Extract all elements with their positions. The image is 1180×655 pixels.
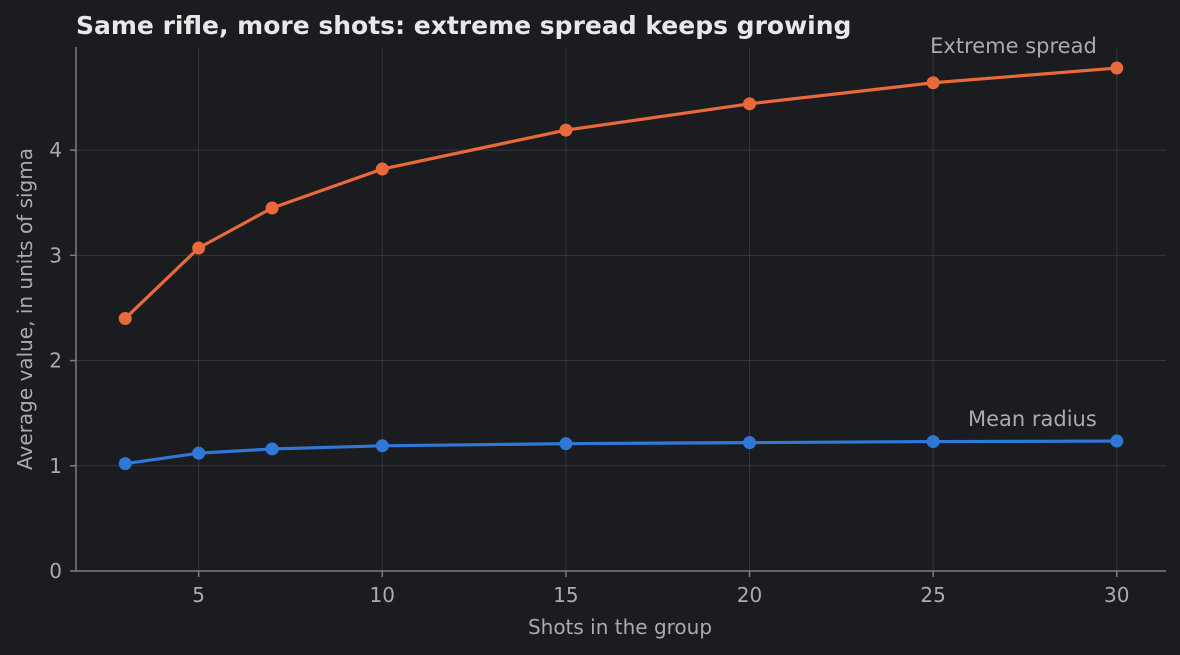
- y-tick-label: 0: [49, 559, 62, 583]
- y-axis-label: Average value, in units of sigma: [13, 148, 37, 470]
- extreme-spread-point: [1110, 61, 1124, 75]
- mean-radius-point: [926, 435, 940, 449]
- series-labels: Extreme spread Mean radius: [930, 34, 1097, 431]
- grid: [76, 47, 1166, 571]
- mean-radius-point: [192, 446, 206, 460]
- extreme-spread-point: [265, 201, 279, 215]
- extreme-spread-point: [743, 97, 757, 111]
- mean-radius-point: [265, 442, 279, 456]
- axes: [75, 47, 1166, 572]
- y-tick-label: 4: [49, 138, 62, 162]
- x-tick-label: 10: [370, 583, 395, 607]
- extreme-spread-point: [192, 241, 206, 255]
- series: [118, 61, 1124, 471]
- y-tick-label: 3: [49, 243, 62, 267]
- mean-radius-point: [118, 457, 132, 471]
- mean-radius-point: [1110, 434, 1124, 448]
- extreme-spread-point: [118, 311, 132, 325]
- tick-labels: 5 10 15 20 25 30 0 1 2 3 4: [49, 138, 1129, 607]
- x-axis-label: Shots in the group: [528, 615, 712, 639]
- extreme-spread-label: Extreme spread: [930, 34, 1097, 58]
- extreme-spread-line: [123, 66, 1119, 321]
- x-tick-label: 30: [1104, 583, 1129, 607]
- extreme-spread-point: [926, 76, 940, 90]
- mean-radius-point: [559, 437, 573, 451]
- extreme-spread-point: [375, 162, 389, 176]
- x-tick-label: 15: [553, 583, 578, 607]
- y-tick-label: 2: [49, 349, 62, 373]
- x-tick-label: 25: [920, 583, 945, 607]
- x-tick-label: 20: [737, 583, 762, 607]
- mean-radius-point: [743, 436, 757, 450]
- extreme-spread-point: [559, 123, 573, 137]
- mean-radius-point: [375, 439, 389, 453]
- y-tick-label: 1: [49, 454, 62, 478]
- mean-radius-label: Mean radius: [968, 407, 1097, 431]
- x-tick-label: 5: [192, 583, 205, 607]
- chart-title: Same rifle, more shots: extreme spread k…: [76, 11, 851, 40]
- mean-radius-line: [123, 439, 1119, 466]
